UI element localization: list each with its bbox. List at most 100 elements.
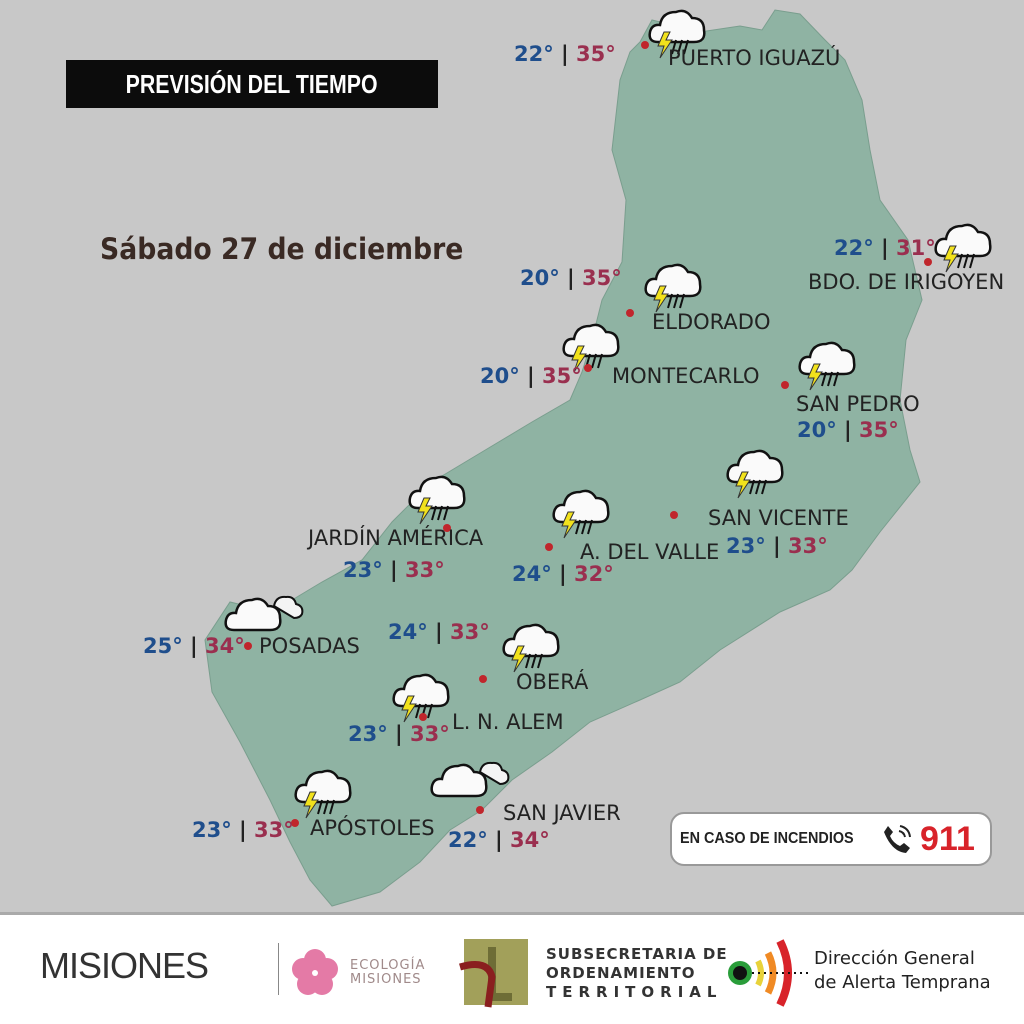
city-temps: 25° | 34° <box>143 634 245 658</box>
dga-line: de Alerta Temprana <box>814 972 991 993</box>
city-name: BDO. DE IRIGOYEN <box>808 270 1005 294</box>
city-temps: 22° | 35° <box>514 42 616 66</box>
max-temp: 33° <box>450 620 490 644</box>
storm-icon <box>642 256 704 314</box>
flower-icon <box>292 949 338 995</box>
max-temp: 35° <box>542 364 582 388</box>
storm-icon <box>646 2 708 60</box>
eco-line: MISIONES <box>350 972 422 987</box>
max-temp: 33° <box>254 818 294 842</box>
storm-icon <box>796 334 858 392</box>
min-temp: 25° <box>143 634 183 658</box>
city-temps: 23° | 33° <box>348 722 450 746</box>
city-dot <box>244 642 252 650</box>
city-name: PUERTO IGUAZÚ <box>668 46 841 70</box>
city-temps: 23° | 33° <box>192 818 294 842</box>
misiones-logo: MISIONES <box>40 945 209 986</box>
city-name: SAN VICENTE <box>708 506 849 530</box>
max-temp: 33° <box>410 722 450 746</box>
max-temp: 35° <box>576 42 616 66</box>
max-temp: 31° <box>896 236 936 260</box>
city-temps: 24° | 33° <box>388 620 490 644</box>
forecast-date: Sábado 27 de diciembre <box>100 232 464 266</box>
storm-icon <box>406 468 468 526</box>
city-name: SAN PEDRO <box>796 392 920 416</box>
title-text: PREVISIÓN DEL TIEMPO <box>126 68 378 99</box>
storm-icon <box>500 616 562 674</box>
eco-line: ECOLOGÍA <box>350 958 426 973</box>
city-dot <box>479 675 487 683</box>
max-temp: 34° <box>205 634 245 658</box>
min-temp: 23° <box>726 534 766 558</box>
city-dot <box>781 381 789 389</box>
storm-icon <box>292 762 354 820</box>
alerta-temprana-logo: Dirección General de Alerta Temprana <box>814 947 991 995</box>
city-name: JARDÍN AMÉRICA <box>308 526 484 550</box>
city-name: SAN JAVIER <box>503 801 621 825</box>
misiones-province-map <box>204 9 923 907</box>
city-temps: 23° | 33° <box>726 534 828 558</box>
storm-icon <box>390 666 452 724</box>
min-temp: 24° <box>512 562 552 586</box>
ecologia-logo: ECOLOGÍA MISIONES <box>350 959 425 987</box>
emergency-label: EN CASO DE INCENDIOS <box>680 830 854 847</box>
min-temp: 23° <box>343 558 383 582</box>
city-temps: 20° | 35° <box>480 364 582 388</box>
city-temps: 20° | 35° <box>520 266 622 290</box>
min-temp: 23° <box>348 722 388 746</box>
city-name: A. DEL VALLE <box>580 540 720 564</box>
city-dot <box>545 543 553 551</box>
cloudy-icon <box>430 750 510 808</box>
emergency-box: EN CASO DE INCENDIOS 911 <box>670 812 992 866</box>
alert-signal-icon <box>728 939 808 1007</box>
dga-line: Dirección General <box>814 948 975 969</box>
max-temp: 33° <box>405 558 445 582</box>
logo-divider <box>278 943 279 995</box>
min-temp: 22° <box>514 42 554 66</box>
storm-icon <box>932 216 994 274</box>
city-dot <box>670 511 678 519</box>
city-temps: 22° | 34° <box>448 828 550 852</box>
city-name: POSADAS <box>259 634 360 658</box>
city-dot <box>476 806 484 814</box>
max-temp: 32° <box>574 562 614 586</box>
city-name: MONTECARLO <box>612 364 760 388</box>
min-temp: 24° <box>388 620 428 644</box>
min-temp: 20° <box>520 266 560 290</box>
min-temp: 22° <box>448 828 488 852</box>
max-temp: 34° <box>510 828 550 852</box>
city-name: OBERÁ <box>516 670 589 694</box>
city-dot <box>641 41 649 49</box>
city-dot <box>584 364 592 372</box>
city-name: L. N. ALEM <box>452 710 564 734</box>
city-temps: 23° | 33° <box>343 558 445 582</box>
storm-icon <box>560 316 622 374</box>
city-dot <box>443 524 451 532</box>
city-temps: 22° | 31° <box>834 236 936 260</box>
max-temp: 35° <box>859 418 899 442</box>
sub-line: SUBSECRETARIA DE <box>546 945 728 963</box>
ordenamiento-emblem <box>459 939 528 1008</box>
city-temps: 24° | 32° <box>512 562 614 586</box>
cloudy-icon <box>224 584 304 642</box>
city-dot <box>291 819 299 827</box>
emergency-number: 911 <box>920 819 975 858</box>
city-name: ELDORADO <box>652 310 771 334</box>
storm-icon <box>550 482 612 540</box>
sub-line: ORDENAMIENTO <box>546 964 696 982</box>
min-temp: 22° <box>834 236 874 260</box>
city-dot <box>419 713 427 721</box>
sub-line: TERRITORIAL <box>546 983 723 1001</box>
storm-icon <box>724 442 786 500</box>
city-dot <box>626 309 634 317</box>
min-temp: 20° <box>480 364 520 388</box>
min-temp: 20° <box>797 418 837 442</box>
max-temp: 35° <box>582 266 622 290</box>
footer-logos: MISIONES ECOLOGÍA MISIONES SUBSECRETARIA … <box>0 912 1024 1024</box>
page-title: PREVISIÓN DEL TIEMPO <box>66 60 438 108</box>
city-name: APÓSTOLES <box>310 816 435 840</box>
city-dot <box>924 258 932 266</box>
min-temp: 23° <box>192 818 232 842</box>
phone-icon <box>884 825 911 853</box>
max-temp: 33° <box>788 534 828 558</box>
